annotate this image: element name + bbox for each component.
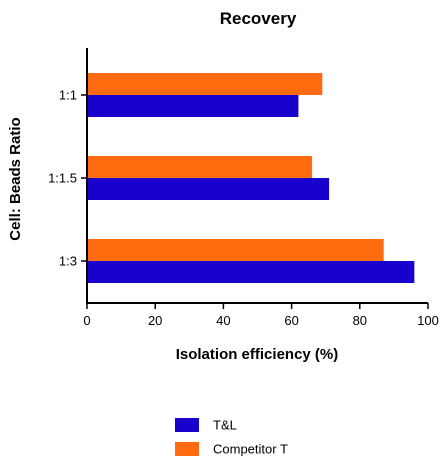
x-tick-label: 0 [83,313,90,328]
y-axis-label: Cell: Beads Ratio [7,117,24,240]
y-ticks-group: 1:1 1:1.5 1:3 [48,88,87,269]
chart-title: Recovery [220,9,297,28]
bar-competitor-t-2 [87,156,313,178]
x-tick-label: 20 [148,313,162,328]
bars-group [87,73,415,283]
x-axis-label: Isolation efficiency (%) [176,346,339,363]
bar-competitor-t-3 [87,239,384,261]
y-tick-label: 1:1.5 [48,171,77,186]
bar-tl-1 [87,95,299,117]
legend-swatch-competitor-t [175,442,199,456]
x-ticks-group: 0 20 40 60 80 100 [83,303,439,328]
x-tick-label: 100 [417,313,439,328]
y-tick-label: 1:1 [59,88,77,103]
x-tick-label: 60 [284,313,298,328]
y-tick-label: 1:3 [59,254,77,269]
bar-tl-2 [87,178,330,200]
legend-label-tl: T&L [213,418,237,433]
x-tick-label: 40 [216,313,230,328]
legend-swatch-tl [175,418,199,432]
legend-label-competitor-t: Competitor T [213,442,288,457]
bar-competitor-t-1 [87,73,323,95]
legend: T&L Competitor T [175,418,288,457]
x-tick-label: 80 [353,313,367,328]
bar-tl-3 [87,261,415,283]
